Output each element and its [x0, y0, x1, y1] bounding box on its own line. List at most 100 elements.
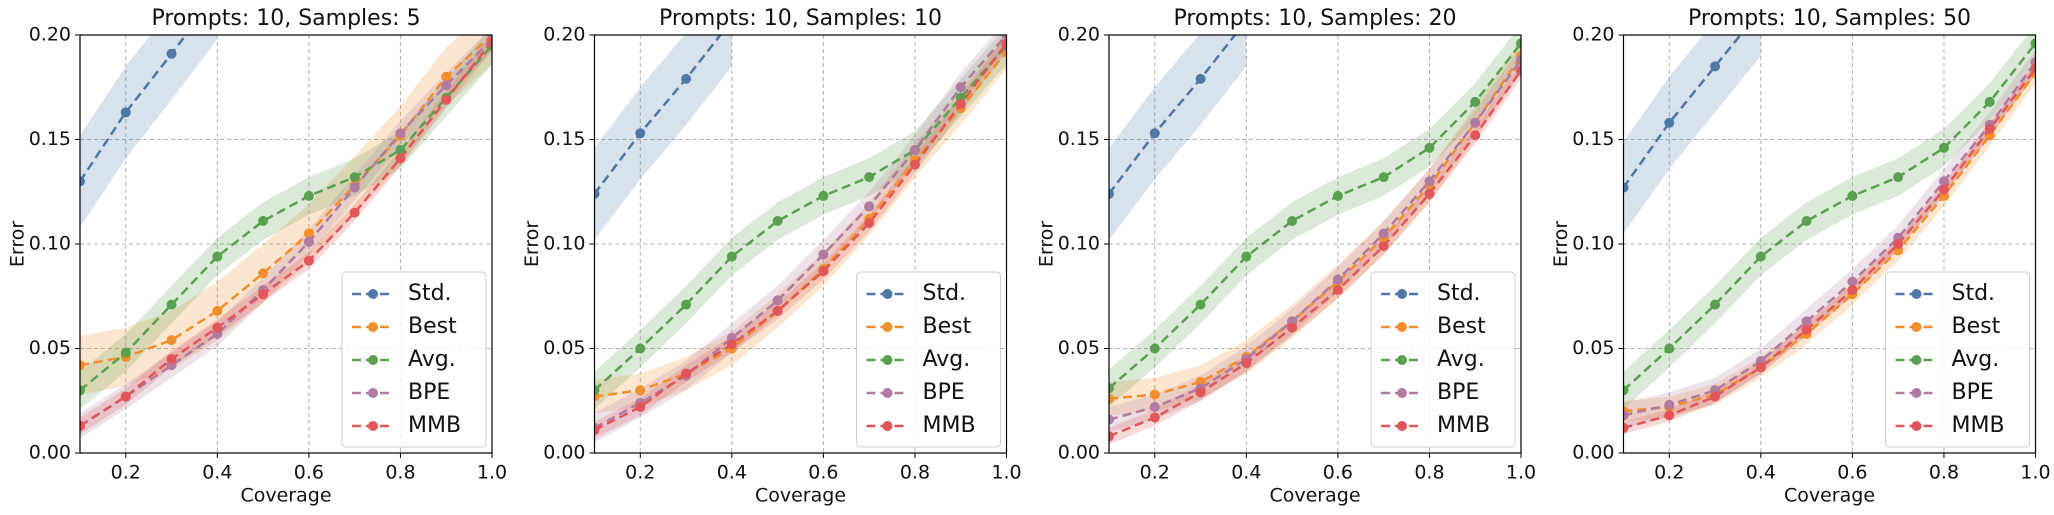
line: [594, 35, 1007, 430]
x-tick-label: 0.6: [294, 462, 324, 484]
legend: Std. Best Avg. BPE MMB: [856, 271, 1001, 448]
x-tick-label: 0.6: [1837, 462, 1867, 484]
legend-marker: [1397, 355, 1407, 365]
legend-label: MMB: [1952, 413, 2005, 438]
x-tick-label: 0.8: [900, 462, 930, 484]
point: [594, 425, 600, 436]
line: [1109, 35, 1237, 195]
line: [80, 35, 188, 182]
point: [349, 182, 360, 193]
point: [441, 71, 452, 82]
chart-title: Prompts: 10, Samples: 10: [659, 6, 942, 31]
x-axis-label: Coverage: [1269, 485, 1360, 507]
x-tick-label: 0.2: [625, 462, 655, 484]
point: [1801, 316, 1812, 327]
point: [726, 339, 737, 350]
legend-marker: [1911, 289, 1922, 299]
point: [441, 94, 452, 105]
point: [818, 266, 829, 277]
y-tick-label: 0.05: [543, 337, 585, 359]
point: [1893, 172, 1904, 183]
point: [80, 176, 85, 187]
x-axis-label: Coverage: [755, 485, 846, 507]
x-tick-label: 1.0: [477, 462, 507, 484]
point: [1378, 228, 1389, 239]
point: [1378, 172, 1389, 183]
point: [120, 391, 131, 402]
point: [818, 249, 829, 260]
point: [1755, 251, 1766, 262]
legend-label: Best: [1952, 314, 2001, 339]
point: [349, 207, 360, 218]
point: [166, 299, 177, 310]
legend-marker: [1397, 289, 1407, 299]
line: [80, 40, 492, 427]
plot-area: [594, 35, 1007, 443]
y-tick-label: 0.10: [543, 233, 585, 255]
error-band: [594, 35, 732, 240]
line: [1623, 67, 2036, 430]
chart-title: Prompts: 10, Samples: 50: [1688, 6, 1971, 31]
x-tick-label: 1.0: [1506, 462, 1536, 484]
y-tick-label: 0.15: [29, 128, 71, 150]
legend-label: Avg.: [923, 347, 971, 372]
error-band: [1109, 35, 1521, 408]
point: [1149, 128, 1160, 139]
point: [395, 153, 406, 164]
point: [1109, 414, 1114, 425]
y-axis-label: Error: [7, 221, 29, 268]
legend-label: Best: [1437, 314, 1486, 339]
point: [1470, 117, 1481, 128]
y-axis-label: Error: [1036, 221, 1058, 268]
point: [487, 36, 492, 47]
point: [212, 251, 223, 262]
point: [120, 107, 131, 118]
error-band: [1623, 35, 2036, 410]
legend-label: BPE: [408, 380, 450, 405]
point: [166, 335, 177, 346]
line: [1623, 35, 1743, 189]
error-band: [1623, 35, 1761, 234]
line: [80, 38, 492, 427]
panel: Prompts: 10, Samples: 50 0.2 0.4 0.6 0.8 1.0 0…: [1550, 6, 2051, 507]
y-tick-label: 0.20: [1572, 24, 1614, 46]
y-tick-label: 0.20: [543, 24, 585, 46]
plot-frame: [79, 34, 493, 454]
plot-frame: [593, 34, 1008, 454]
point: [681, 299, 692, 310]
point: [2030, 63, 2036, 74]
point: [1938, 142, 1949, 153]
point: [1664, 343, 1675, 354]
point: [1847, 276, 1858, 287]
legend-marker: [1911, 355, 1922, 365]
point: [1847, 190, 1858, 201]
point: [166, 48, 177, 59]
point: [258, 289, 269, 300]
legend-marker: [882, 289, 893, 299]
legend-label: Best: [923, 314, 972, 339]
legend-label: Avg.: [408, 347, 456, 372]
panel: Prompts: 10, Samples: 20 0.2 0.4 0.6 0.8 1.0 0…: [1036, 6, 1537, 507]
point: [1710, 61, 1721, 72]
legend-box: [1370, 271, 1516, 448]
y-tick-label: 0.20: [29, 24, 71, 46]
x-tick-label: 0.2: [1654, 462, 1684, 484]
y-tick-label: 0.05: [29, 337, 71, 359]
y-tick-label: 0.10: [1058, 233, 1100, 255]
legend-label: MMB: [923, 413, 976, 438]
point: [1424, 142, 1435, 153]
line: [80, 44, 492, 392]
point: [1332, 284, 1343, 295]
legend-marker: [1397, 388, 1407, 398]
error-band: [80, 35, 492, 410]
point: [1287, 216, 1298, 227]
point: [1664, 410, 1675, 421]
point: [955, 98, 966, 109]
x-tick-label: 0.4: [717, 462, 747, 484]
point: [1424, 188, 1435, 199]
panel: Prompts: 10, Samples: 10 0.2 0.4 0.6 0.8 1.0 0…: [521, 6, 1022, 507]
point: [1623, 182, 1629, 193]
point: [166, 353, 177, 364]
point: [1109, 383, 1114, 394]
line: [1109, 59, 1521, 421]
